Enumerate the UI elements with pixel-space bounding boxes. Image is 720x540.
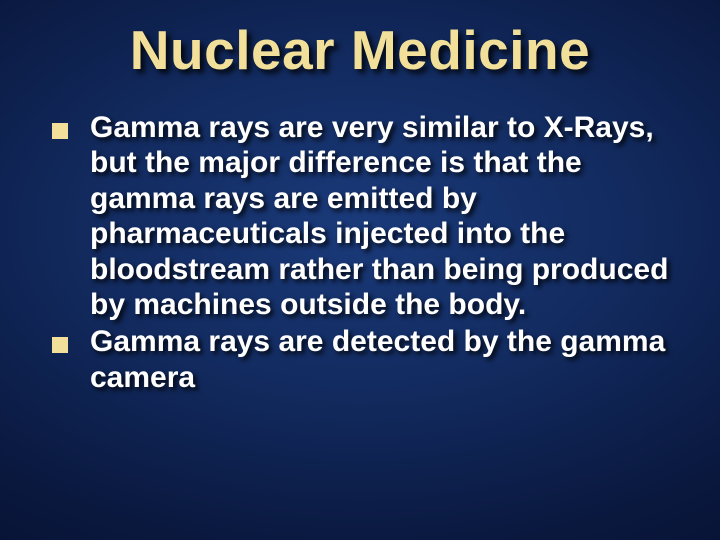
slide-title: Nuclear Medicine (44, 18, 676, 82)
bullet-list: Gamma rays are very similar to X-Rays, b… (44, 110, 676, 395)
list-item: Gamma rays are detected by the gamma cam… (50, 324, 676, 395)
list-item: Gamma rays are very similar to X-Rays, b… (50, 110, 676, 322)
slide: Nuclear Medicine Gamma rays are very sim… (0, 0, 720, 540)
bullet-text: Gamma rays are very similar to X-Rays, b… (90, 111, 668, 321)
bullet-text: Gamma rays are detected by the gamma cam… (90, 325, 665, 393)
